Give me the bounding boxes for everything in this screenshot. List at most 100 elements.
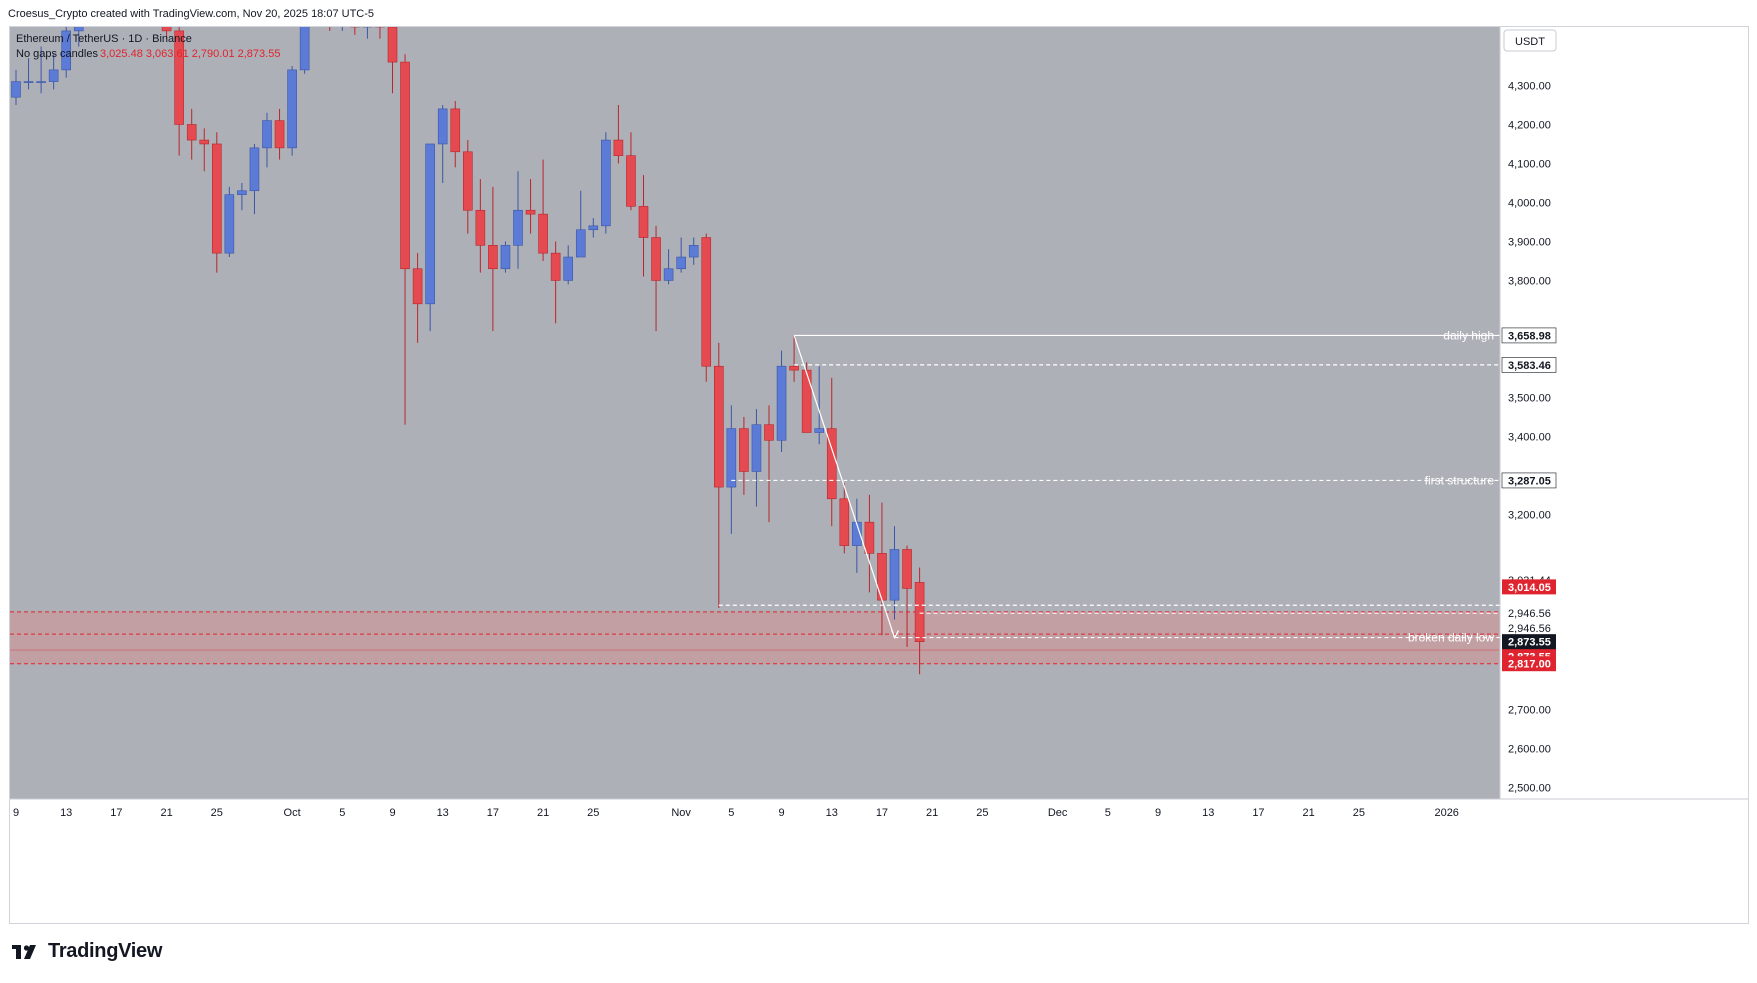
candle-body [488,245,498,270]
x-tick-label-23: 17 [1252,807,1264,819]
price-chart[interactable]: daily high first structure broken daily lo… [10,0,1748,923]
candle-66 [839,483,850,554]
tradingview-logo[interactable]: TradingView [12,940,162,963]
candle-body [525,209,536,215]
candle-body [412,268,423,305]
candle-40 [513,171,523,269]
candle-body [889,549,900,601]
price-label-10: 2,817.00 [1502,656,1556,672]
candle-body [387,26,398,63]
candle-30 [387,15,398,94]
y-tick-label-4: 3,400.00 [1508,431,1551,443]
candle-body [36,81,46,83]
price-label-bg [1502,656,1556,672]
candle-46 [588,218,599,238]
price-label-text: 3,658.98 [1508,330,1551,342]
candle-62 [789,335,799,382]
candle-body [262,120,272,149]
candle-body [638,206,649,238]
candle-33 [425,143,435,332]
candle-body [61,30,72,71]
chart-frame[interactable]: daily high first structure broken daily lo… [9,0,1749,924]
candle-53 [676,237,686,273]
candle-body [739,428,749,472]
x-tick-label-13: 5 [728,807,734,819]
price-label-2: 3,583.46 [1501,357,1557,373]
time-axis-panel[interactable] [10,799,1500,923]
x-tick-label-25: 25 [1353,807,1365,819]
candle-59 [751,409,762,507]
candle-18 [237,182,247,211]
candle-70 [889,526,900,620]
candle-body [601,139,611,227]
level-label-2: first structure [1425,473,1495,487]
candle-body [776,365,787,441]
x-tick-label-22: 13 [1202,807,1214,819]
candle-body [663,268,674,281]
price-label-bg [1501,472,1557,489]
candle-35 [450,101,461,168]
x-tick-label-7: 9 [389,807,395,819]
candle-34 [437,104,448,183]
candle-71 [902,545,912,647]
candle-37 [475,179,486,273]
candle-14 [186,108,197,160]
x-tick-label-1: 13 [60,807,72,819]
x-tick-label-21: 9 [1155,807,1161,819]
candle-31 [400,54,410,425]
trend-line [793,335,896,638]
candle-21 [274,108,285,160]
candle-38 [488,186,498,332]
candle-2 [36,46,46,94]
candle-body [613,139,624,156]
currency-label[interactable]: USDT [1515,36,1545,48]
y-tick-label-2: 2,700.00 [1508,704,1551,716]
candle-body [299,7,310,71]
candle-body [852,521,862,546]
x-tick-label-3: 21 [160,807,172,819]
candle-body [400,61,410,270]
chart-legend: Ethereum / TetherUS · 1D · Binance No ga… [16,33,280,60]
candle-body [864,521,875,554]
candle-3 [48,54,59,90]
candle-body [274,120,285,149]
trend-arrow-head [890,629,900,639]
candle-39 [500,241,511,273]
candle-19 [249,143,260,215]
price-label-text: 3,583.46 [1508,360,1551,372]
candle-body [563,256,574,281]
candle-body [751,424,762,472]
candle-body [814,428,825,433]
candle-body [801,369,812,433]
candle-41 [525,179,536,234]
currency-button[interactable]: USDT [1503,29,1557,52]
candle-body [688,245,699,258]
candle-body [48,69,59,82]
candle-57 [726,405,737,534]
x-tick-label-20: 5 [1105,807,1111,819]
candle-body [513,209,523,246]
y-tick-label-5: 3,500.00 [1508,392,1551,404]
candle-45 [575,190,586,258]
candle-body [161,22,172,32]
x-tick-label-19: Dec [1048,807,1068,819]
candle-48 [613,104,624,164]
candle-body [73,0,84,32]
y-tick-label-10: 4,200.00 [1508,119,1551,131]
chart-attribution: Croesus_Crypto created with TradingView.… [8,8,375,20]
candle-55 [701,233,712,382]
price-label-text: 2,817.00 [1508,659,1551,671]
candle-13 [174,15,184,156]
candle-body [914,582,925,642]
x-tick-label-8: 13 [437,807,449,819]
candle-body [500,245,511,270]
candle-36 [462,140,473,234]
price-label-text: 2,946.56 [1508,623,1551,635]
candle-54 [688,237,699,265]
level-label-0: daily high [1443,328,1494,342]
candle-body [726,428,737,488]
candle-body [23,81,34,83]
candle-body [538,213,548,254]
candle-body [199,139,210,145]
level-label-5: broken daily low [1408,631,1494,645]
